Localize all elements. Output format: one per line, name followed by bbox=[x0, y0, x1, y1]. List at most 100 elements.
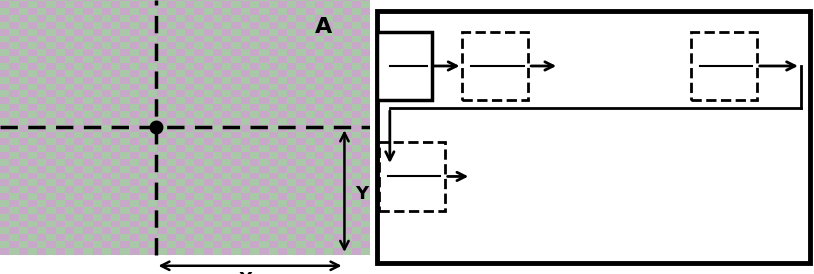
Bar bbox=[287, 36, 296, 42]
Bar bbox=[102, 42, 111, 49]
Bar bbox=[186, 159, 195, 166]
Bar bbox=[241, 63, 250, 70]
Bar bbox=[269, 70, 278, 77]
Bar bbox=[278, 77, 287, 84]
Bar bbox=[148, 63, 157, 70]
Bar bbox=[231, 214, 241, 221]
Bar bbox=[250, 36, 259, 42]
Bar bbox=[102, 214, 111, 221]
Bar bbox=[222, 152, 231, 159]
Bar bbox=[195, 193, 204, 200]
Bar bbox=[111, 159, 120, 166]
Bar bbox=[83, 97, 93, 104]
Bar bbox=[19, 193, 28, 200]
Bar bbox=[352, 138, 361, 145]
Bar bbox=[315, 15, 324, 22]
Bar bbox=[0, 166, 9, 173]
Bar bbox=[250, 111, 259, 118]
Bar bbox=[93, 63, 102, 70]
Bar bbox=[19, 234, 28, 241]
Bar bbox=[334, 111, 343, 118]
Bar bbox=[9, 77, 19, 84]
Bar bbox=[148, 221, 157, 227]
Bar bbox=[315, 84, 324, 90]
Bar bbox=[9, 214, 19, 221]
Bar bbox=[186, 179, 195, 186]
Bar bbox=[176, 221, 186, 227]
Bar bbox=[111, 36, 120, 42]
Bar bbox=[167, 29, 176, 36]
Bar bbox=[334, 42, 343, 49]
Bar bbox=[296, 227, 305, 234]
Bar bbox=[352, 227, 361, 234]
Bar bbox=[278, 125, 287, 132]
Bar bbox=[334, 227, 343, 234]
Bar bbox=[167, 132, 176, 138]
Bar bbox=[334, 200, 343, 207]
Bar bbox=[250, 1, 259, 8]
Bar bbox=[361, 248, 370, 255]
Bar bbox=[0, 200, 9, 207]
Bar bbox=[46, 90, 55, 97]
Bar bbox=[157, 97, 167, 104]
Bar bbox=[129, 63, 139, 70]
Bar bbox=[315, 49, 324, 56]
Bar bbox=[55, 0, 65, 1]
Bar bbox=[305, 104, 315, 111]
Bar bbox=[139, 1, 148, 8]
Bar bbox=[296, 173, 305, 179]
Bar bbox=[222, 227, 231, 234]
Bar bbox=[231, 179, 241, 186]
Bar bbox=[139, 207, 148, 214]
Bar bbox=[186, 125, 195, 132]
Bar bbox=[0, 70, 9, 77]
Bar bbox=[19, 221, 28, 227]
Bar bbox=[65, 104, 74, 111]
Bar bbox=[352, 49, 361, 56]
Bar bbox=[305, 29, 315, 36]
Bar bbox=[129, 186, 139, 193]
Bar bbox=[83, 15, 93, 22]
Bar bbox=[83, 248, 93, 255]
Bar bbox=[9, 152, 19, 159]
Bar bbox=[65, 70, 74, 77]
Bar bbox=[83, 152, 93, 159]
Bar bbox=[93, 70, 102, 77]
Bar bbox=[93, 118, 102, 125]
Bar bbox=[334, 193, 343, 200]
Bar bbox=[241, 234, 250, 241]
Bar bbox=[204, 193, 213, 200]
Bar bbox=[213, 0, 222, 1]
Bar bbox=[352, 214, 361, 221]
Bar bbox=[334, 125, 343, 132]
Bar bbox=[324, 15, 334, 22]
Bar bbox=[278, 1, 287, 8]
Bar bbox=[343, 234, 352, 241]
Bar bbox=[65, 166, 74, 173]
Bar bbox=[204, 152, 213, 159]
Bar bbox=[28, 56, 37, 63]
Bar bbox=[176, 166, 186, 173]
Bar bbox=[296, 22, 305, 29]
Bar bbox=[222, 125, 231, 132]
Bar bbox=[65, 179, 74, 186]
Bar bbox=[176, 1, 186, 8]
Bar bbox=[176, 63, 186, 70]
Bar bbox=[222, 70, 231, 77]
Bar bbox=[352, 111, 361, 118]
Bar bbox=[74, 234, 83, 241]
Bar bbox=[269, 63, 278, 70]
Bar bbox=[204, 90, 213, 97]
Bar bbox=[102, 227, 111, 234]
Bar bbox=[222, 111, 231, 118]
Bar bbox=[343, 111, 352, 118]
Bar bbox=[195, 36, 204, 42]
Bar bbox=[352, 221, 361, 227]
Bar bbox=[0, 193, 9, 200]
Bar bbox=[111, 70, 120, 77]
Bar bbox=[361, 42, 370, 49]
Bar bbox=[231, 8, 241, 15]
Bar bbox=[195, 248, 204, 255]
Bar bbox=[287, 29, 296, 36]
Bar bbox=[65, 56, 74, 63]
